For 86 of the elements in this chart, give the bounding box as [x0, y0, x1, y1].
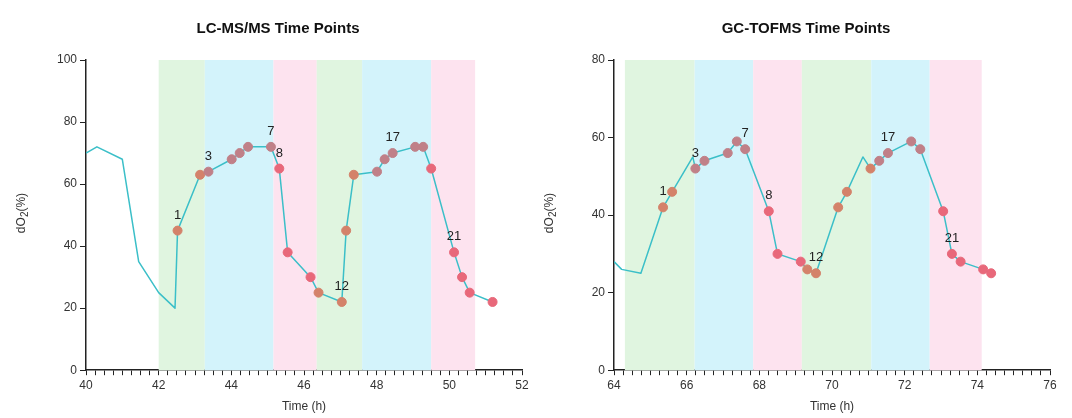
point	[372, 166, 383, 177]
point	[426, 163, 437, 174]
annotation: 17	[385, 129, 400, 145]
chart-title: LC-MS/MS Time Points	[196, 19, 360, 37]
point	[699, 155, 710, 166]
y-tick-label: 80	[591, 52, 606, 67]
point	[274, 163, 285, 174]
point	[313, 287, 324, 298]
point	[811, 268, 822, 279]
x-tick-label: 72	[897, 377, 912, 392]
point	[938, 206, 949, 217]
annotation: 17	[880, 129, 896, 145]
point	[457, 272, 468, 283]
y-tick-label: 100	[56, 52, 78, 67]
x-tick-label: 70	[825, 377, 839, 392]
point	[172, 225, 183, 236]
point	[865, 163, 876, 174]
y-tick-label: 40	[63, 238, 78, 253]
point	[379, 154, 390, 165]
point	[667, 186, 678, 197]
y-tick-label: 80	[63, 114, 78, 129]
x-tick-label: 74	[970, 377, 985, 392]
y-tick-label: 20	[63, 300, 78, 315]
point	[265, 141, 276, 152]
annotation: 3	[691, 144, 699, 160]
point	[487, 296, 498, 307]
point	[243, 141, 254, 152]
point	[449, 247, 460, 258]
point	[882, 148, 893, 159]
x-tick-label: 52	[515, 377, 529, 392]
point	[833, 202, 844, 213]
y-tick-label: 60	[591, 129, 606, 144]
point	[234, 148, 245, 159]
point	[658, 202, 669, 213]
x-tick-label: 68	[752, 377, 767, 392]
y-tick-label: 60	[63, 176, 78, 191]
point	[915, 144, 926, 155]
point	[978, 264, 989, 275]
annotation: 7	[267, 122, 275, 138]
point	[464, 287, 475, 298]
y-tick-label: 20	[591, 284, 606, 299]
point	[731, 136, 742, 147]
point	[802, 264, 813, 275]
annotation: 3	[204, 147, 213, 163]
point	[690, 163, 701, 174]
point	[795, 256, 806, 267]
x-tick-label: 42	[151, 377, 166, 392]
x-axis-title: Time (h)	[809, 399, 855, 414]
point	[946, 248, 957, 259]
annotation: 8	[765, 187, 773, 203]
point	[955, 256, 966, 267]
point	[387, 148, 398, 159]
point	[841, 186, 852, 197]
x-tick-label: 48	[369, 377, 384, 392]
point	[203, 166, 214, 177]
x-tick-label: 50	[442, 377, 457, 392]
annotation: 1	[173, 206, 182, 222]
point	[986, 268, 997, 279]
y-tick-label: 40	[591, 207, 606, 222]
annotation: 7	[741, 125, 749, 141]
y-tick-label: 0	[70, 362, 78, 377]
point	[906, 136, 917, 147]
x-axis-title: Time (h)	[281, 399, 327, 414]
point	[282, 247, 293, 258]
point	[772, 248, 783, 259]
x-tick-label: 44	[224, 377, 239, 392]
x-tick-label: 64	[607, 377, 621, 392]
point	[418, 141, 429, 152]
point	[226, 154, 237, 165]
point	[336, 296, 347, 307]
point	[740, 144, 751, 155]
annotation: 1	[659, 183, 667, 199]
point	[305, 272, 316, 283]
y-tick-label: 0	[598, 362, 606, 377]
x-tick-label: 40	[79, 377, 93, 392]
point	[874, 155, 885, 166]
annotation: 8	[275, 144, 283, 160]
x-tick-label: 46	[297, 377, 311, 392]
point	[195, 169, 206, 180]
point	[763, 206, 774, 217]
chart-title: GC-TOFMS Time Points	[721, 19, 891, 37]
x-tick-label: 76	[1043, 377, 1057, 392]
point	[722, 148, 733, 159]
point	[341, 225, 352, 236]
x-tick-label: 66	[679, 377, 694, 392]
point	[348, 169, 359, 180]
